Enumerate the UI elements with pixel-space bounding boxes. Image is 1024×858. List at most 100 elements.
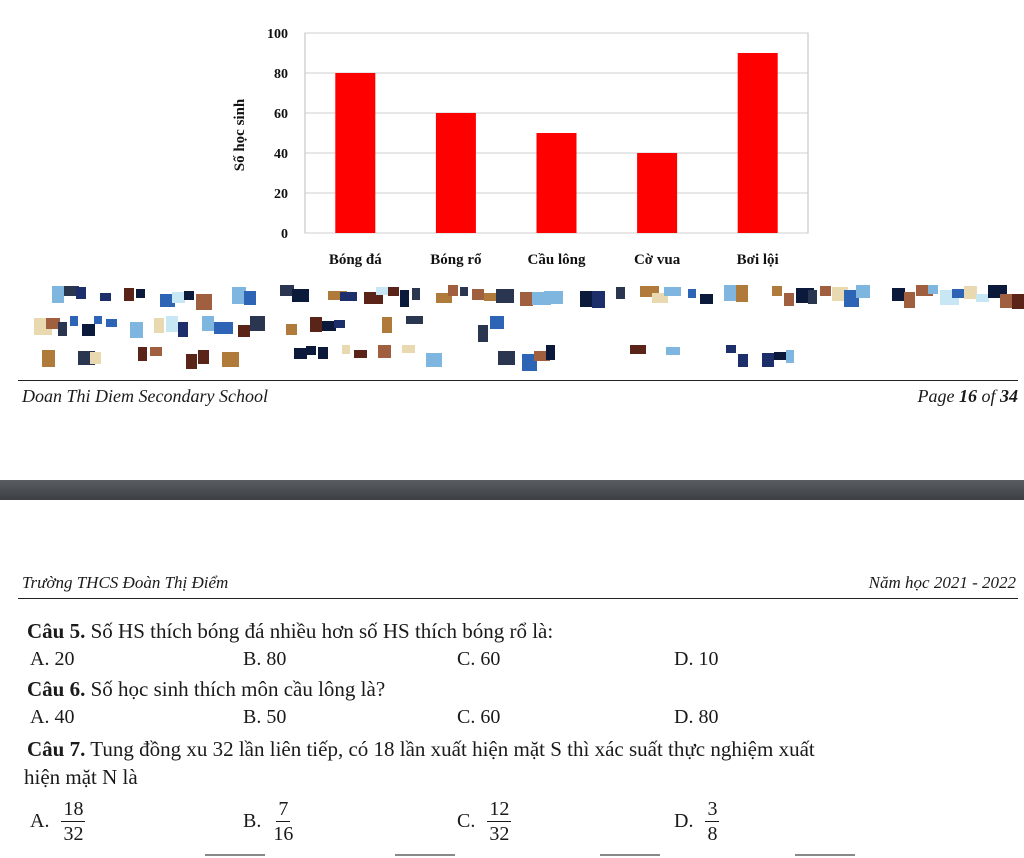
pixel-block (42, 350, 55, 367)
header-school-year: Năm học 2021 - 2022 (868, 573, 1016, 592)
pixel-block (484, 293, 496, 301)
y-tick-labels: 0 20 40 60 80 100 (267, 27, 288, 242)
pixel-block (382, 317, 392, 333)
pixel-block (460, 287, 468, 296)
q7-option-c-letter: C. (457, 810, 476, 832)
fraction-numerator: 12 (487, 798, 512, 822)
pixel-block (402, 345, 415, 353)
pixel-block (952, 289, 964, 298)
page-edge-mark (600, 854, 660, 856)
question-5-text: Số HS thích bóng đá nhiều hơn số HS thíc… (90, 619, 554, 643)
fraction-numerator: 7 (276, 798, 291, 822)
page-total: 34 (1000, 386, 1018, 406)
pixel-block (436, 293, 452, 303)
pixel-block (786, 350, 794, 363)
q5-option-d-letter: D. (674, 648, 694, 670)
q5-option-a: A. 20 (30, 648, 74, 671)
q5-option-c-letter: C. (457, 648, 476, 670)
q6-option-a: A. 40 (30, 706, 74, 729)
q5-option-d: D. 10 (674, 648, 718, 671)
pixel-block (546, 345, 555, 360)
pixel-block (178, 322, 188, 337)
pixel-block (364, 292, 383, 304)
pixel-block (334, 320, 345, 328)
pixel-block (1000, 294, 1012, 308)
x-tick-label: Bóng rổ (430, 252, 482, 268)
fraction-denominator: 32 (63, 823, 84, 845)
q5-option-b: B. 80 (243, 648, 286, 671)
y-tick-label: 80 (274, 67, 288, 82)
q5-option-c: C. 60 (457, 648, 500, 671)
pixel-block (172, 292, 185, 303)
q7-option-a: A. 18 32 (30, 798, 86, 845)
pixel-block (904, 292, 915, 308)
pixel-block (64, 286, 79, 296)
header-rule (18, 598, 1018, 599)
x-tick-label: Bóng đá (329, 252, 382, 268)
page-prefix: Page (917, 386, 955, 406)
pixel-block (490, 316, 504, 329)
page-edge-mark (795, 854, 855, 856)
pixel-block (306, 346, 316, 355)
y-axis-label: Số học sinh (232, 98, 248, 171)
y-tick-label: 60 (274, 107, 288, 122)
pixel-block (250, 316, 265, 331)
pixel-block (292, 289, 309, 302)
pixel-block (808, 290, 817, 304)
footer-school-text: Doan Thi Diem Secondary School (22, 386, 268, 406)
x-tick-labels: Bóng đá Bóng rổ Cầu lông Cờ vua Bơi lội (329, 252, 779, 268)
pixel-block (856, 285, 870, 298)
q7-option-b-letter: B. (243, 810, 262, 832)
fraction-denominator: 8 (707, 823, 718, 845)
bar (435, 113, 476, 233)
question-6: Câu 6. Số học sinh thích môn cầu lông là… (27, 677, 385, 702)
pixel-block (522, 354, 537, 371)
pixel-block (202, 316, 214, 331)
bar (637, 153, 678, 233)
q5-option-b-value: 80 (266, 648, 287, 670)
q6-option-b-letter: B. (243, 706, 262, 728)
pixel-block (160, 294, 175, 307)
pixel-block (340, 292, 357, 301)
pixel-block (70, 316, 78, 326)
pixel-block (534, 351, 550, 361)
pixel-block (496, 289, 514, 303)
pixel-block (354, 350, 367, 358)
pixel-block (52, 286, 64, 303)
pixel-block (106, 319, 117, 327)
pixel-block (76, 287, 86, 299)
pixel-block (184, 291, 194, 300)
x-tick-label: Cờ vua (634, 252, 681, 268)
pixel-block (820, 286, 831, 296)
pixel-block (448, 285, 458, 296)
pixel-block (286, 324, 297, 335)
question-7-text: Tung đồng xu 32 lần liên tiếp, có 18 lần… (90, 737, 815, 761)
pixel-block (498, 351, 515, 365)
pixel-block (124, 288, 134, 301)
q6-option-c-value: 60 (480, 706, 501, 728)
pixel-block (892, 288, 905, 301)
pixel-block (630, 345, 646, 354)
pixel-block (376, 287, 389, 295)
pixel-block (222, 352, 239, 367)
q7-option-a-fraction: 18 32 (61, 798, 86, 845)
pixel-block (196, 294, 212, 310)
pixel-block (328, 291, 347, 300)
q7-option-a-letter: A. (30, 810, 50, 832)
q5-option-b-letter: B. (243, 648, 262, 670)
q5-option-a-letter: A. (30, 648, 50, 670)
pixel-block (198, 350, 209, 364)
pixel-block (592, 291, 605, 308)
q6-option-d-letter: D. (674, 706, 694, 728)
x-tick-label: Cầu lông (528, 252, 586, 268)
q6-option-b-value: 50 (266, 706, 287, 728)
bar (536, 133, 577, 233)
question-7: Câu 7. Tung đồng xu 32 lần liên tiếp, có… (27, 737, 815, 762)
pixel-block (90, 352, 101, 364)
pixel-block (916, 285, 933, 296)
footer-page-number: Page 16 of 34 (918, 386, 1019, 407)
x-tick-label: Bơi lội (737, 252, 779, 268)
pixel-block (616, 287, 625, 299)
q6-option-d-value: 80 (698, 706, 719, 728)
